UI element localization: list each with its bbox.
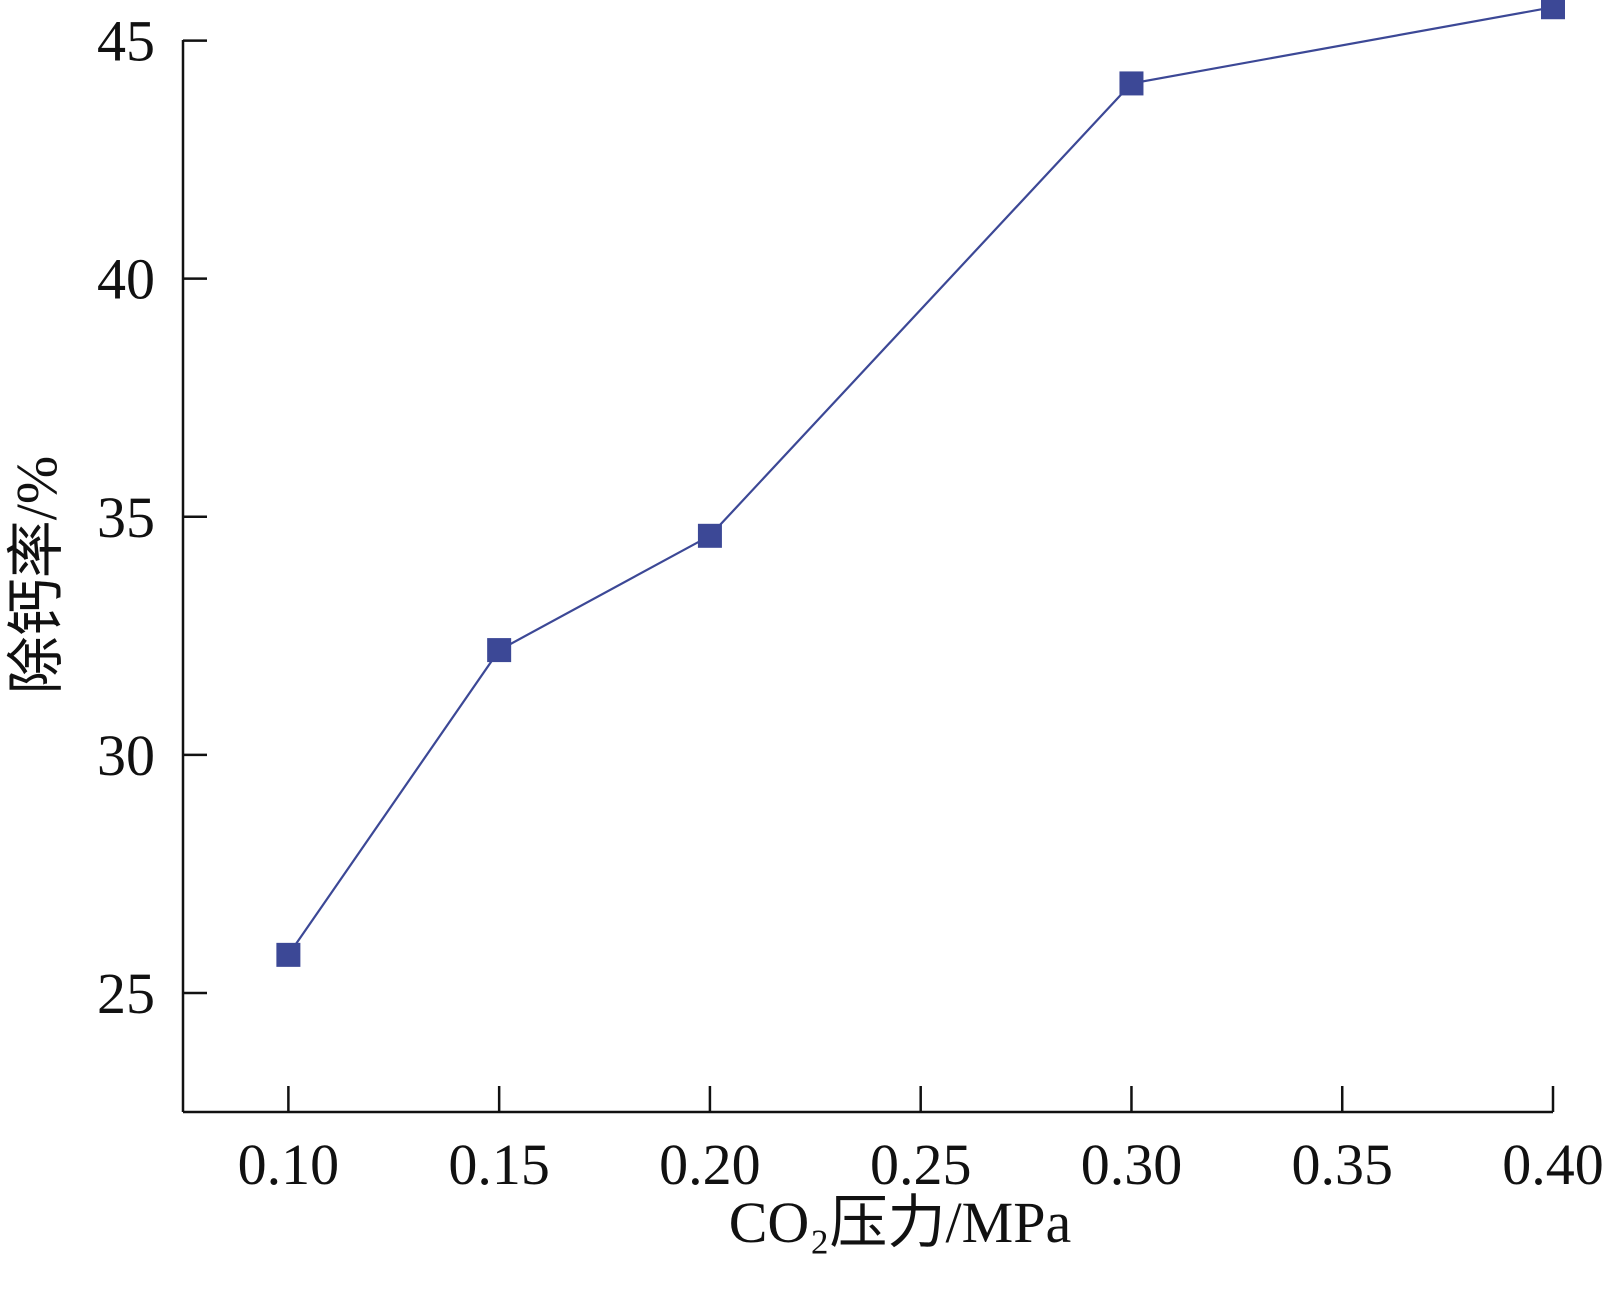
data-point-marker (487, 638, 512, 663)
x-tick-label: 0.15 (448, 1132, 550, 1197)
y-tick-label: 25 (97, 961, 155, 1026)
x-tick-label: 0.40 (1502, 1132, 1604, 1197)
y-tick-label: 35 (97, 485, 155, 550)
y-axis-title: 除钙率/% (4, 456, 69, 694)
data-point-marker (1119, 71, 1144, 96)
y-axis-ticks: 25 30 35 40 45 (97, 9, 207, 1026)
y-tick-label: 30 (97, 723, 155, 788)
data-point-marker (1541, 0, 1565, 20)
x-tick-label: 0.20 (659, 1132, 761, 1197)
data-point-marker (276, 942, 301, 967)
x-tick-label: 0.35 (1291, 1132, 1393, 1197)
series-line (287, 6, 1554, 956)
x-axis-ticks: 0.10 0.15 0.20 0.25 0.30 0.35 0.40 (238, 1086, 1604, 1197)
y-tick-label: 45 (97, 9, 155, 74)
y-tick-label: 40 (97, 247, 155, 312)
axes (181, 40, 1553, 1114)
x-tick-label: 0.10 (238, 1132, 340, 1197)
plot-area (276, 0, 1565, 967)
x-tick-label: 0.25 (870, 1132, 972, 1197)
x-axis-title: CO₂压力/MPa (729, 1190, 1071, 1255)
x-tick-label: 0.30 (1081, 1132, 1183, 1197)
data-point-marker (697, 523, 722, 548)
